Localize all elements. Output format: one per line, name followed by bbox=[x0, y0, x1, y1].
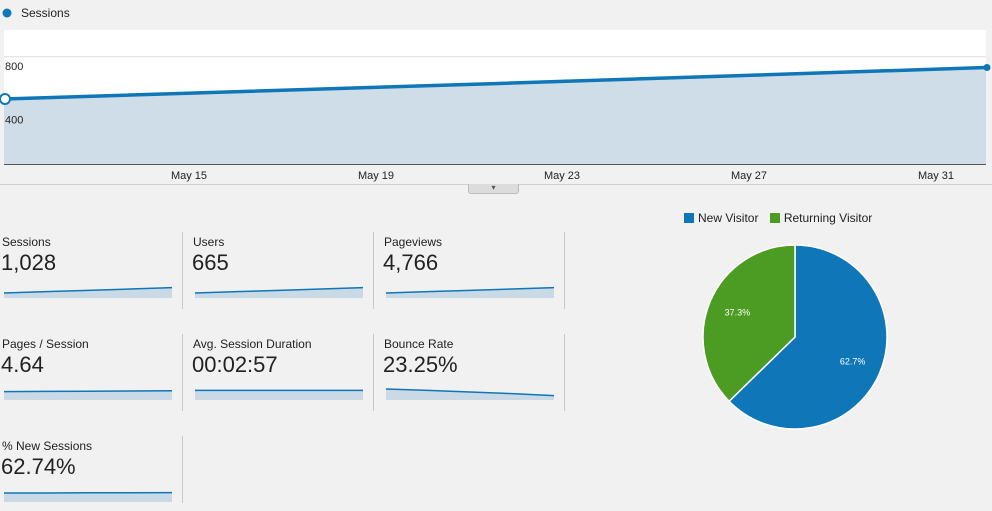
metric-divider bbox=[373, 232, 374, 309]
metric-new-sessions[interactable]: % New Sessions 62.74% bbox=[0, 435, 178, 511]
metric-value: 4.64 bbox=[1, 352, 44, 378]
sparkline-area bbox=[195, 390, 363, 400]
sessions-legend-dot bbox=[3, 9, 12, 18]
metric-divider bbox=[564, 334, 565, 411]
users-sparkline bbox=[193, 274, 363, 298]
visitor-type-pie-chart: 62.7% 37.3% bbox=[700, 242, 890, 432]
metric-value: 62.74% bbox=[1, 454, 76, 480]
last-point-marker[interactable] bbox=[984, 64, 991, 71]
sessions-over-time-chart: Sessions 800 400 May 15 May 19 May 23 May 27 M… bbox=[0, 0, 992, 200]
sessions-sparkline bbox=[2, 274, 172, 298]
metric-pageviews[interactable]: Pageviews 4,766 bbox=[382, 231, 560, 307]
metric-divider bbox=[182, 334, 183, 411]
legend-label: New Visitor bbox=[698, 211, 758, 225]
metric-value: 1,028 bbox=[1, 250, 56, 276]
pie-slice-label: 37.3% bbox=[725, 308, 751, 318]
metric-value: 00:02:57 bbox=[192, 352, 278, 378]
metric-value: 23.25% bbox=[383, 352, 458, 378]
metric-divider bbox=[373, 334, 374, 411]
metric-label: Bounce Rate bbox=[384, 337, 453, 351]
metric-value: 4,766 bbox=[383, 250, 438, 276]
pie-slice-label: 62.7% bbox=[840, 356, 866, 366]
metric-label: % New Sessions bbox=[2, 439, 92, 453]
metric-label: Users bbox=[193, 235, 224, 249]
x-tick-label: May 15 bbox=[171, 170, 207, 182]
chevron-down-icon: ▾ bbox=[491, 183, 495, 192]
collapse-chart-handle[interactable]: ▾ bbox=[468, 184, 519, 194]
metric-label: Avg. Session Duration bbox=[193, 337, 312, 351]
metric-pages-per-session[interactable]: Pages / Session 4.64 bbox=[0, 333, 178, 409]
visitor-type-legend: New Visitor Returning Visitor bbox=[684, 211, 880, 225]
x-tick-label: May 19 bbox=[358, 170, 394, 182]
metric-avg-session-duration[interactable]: Avg. Session Duration 00:02:57 bbox=[191, 333, 369, 409]
y-tick-label: 800 bbox=[5, 61, 23, 73]
bounce-rate-sparkline bbox=[384, 376, 554, 400]
sessions-legend-label: Sessions bbox=[21, 6, 70, 20]
new-sessions-sparkline bbox=[2, 478, 172, 502]
sparkline-line bbox=[4, 391, 172, 392]
metric-users[interactable]: Users 665 bbox=[191, 231, 369, 307]
metric-divider bbox=[182, 232, 183, 309]
first-point-marker[interactable] bbox=[0, 94, 10, 104]
legend-item-new-visitor[interactable]: New Visitor bbox=[684, 211, 758, 225]
metric-label: Pageviews bbox=[384, 235, 442, 249]
pages-per-session-sparkline bbox=[2, 376, 172, 400]
metric-bounce-rate[interactable]: Bounce Rate 23.25% bbox=[382, 333, 560, 409]
metric-value: 665 bbox=[192, 250, 229, 276]
avg-session-duration-sparkline bbox=[193, 376, 363, 400]
x-tick-label: May 23 bbox=[544, 170, 580, 182]
x-tick-label: May 27 bbox=[731, 170, 767, 182]
metric-sessions[interactable]: Sessions 1,028 bbox=[0, 231, 178, 307]
sessions-legend[interactable]: Sessions bbox=[3, 6, 70, 20]
metric-divider bbox=[564, 232, 565, 309]
returning-visitor-swatch bbox=[770, 213, 780, 223]
legend-item-returning-visitor[interactable]: Returning Visitor bbox=[770, 211, 873, 225]
sparkline-area bbox=[4, 493, 172, 502]
pageviews-sparkline bbox=[384, 274, 554, 298]
metric-label: Sessions bbox=[2, 235, 51, 249]
y-tick-label: 400 bbox=[5, 114, 23, 126]
legend-label: Returning Visitor bbox=[784, 211, 873, 225]
metric-label: Pages / Session bbox=[2, 337, 89, 351]
new-visitor-swatch bbox=[684, 213, 694, 223]
metric-divider bbox=[182, 436, 183, 503]
x-tick-label: May 31 bbox=[918, 170, 954, 182]
